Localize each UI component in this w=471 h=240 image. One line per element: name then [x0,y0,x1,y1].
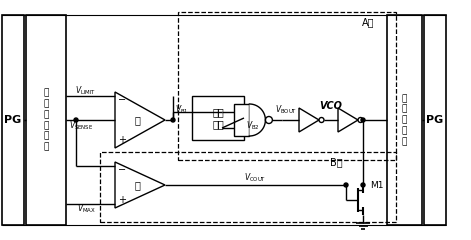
Text: 输
出
级
电
路: 输 出 级 电 路 [402,94,407,146]
Text: 乙: 乙 [135,180,140,190]
Polygon shape [338,108,358,132]
Text: M1: M1 [370,180,384,190]
Polygon shape [299,108,319,132]
Bar [234,104,250,136]
Text: VCO: VCO [319,101,342,111]
Text: $V_{\rm B1}$: $V_{\rm B1}$ [175,104,189,116]
Text: PG: PG [4,115,22,125]
Circle shape [361,183,365,187]
Text: PG: PG [426,115,444,125]
Bar [2,15,24,225]
Text: $V_{\rm B2}$: $V_{\rm B2}$ [246,120,260,132]
Circle shape [344,183,348,187]
Bar [100,152,396,222]
Text: 甲: 甲 [135,115,140,125]
Text: 电
流
感
应
电
路: 电 流 感 应 电 路 [43,89,49,151]
Polygon shape [250,104,265,136]
Text: +: + [118,195,126,205]
Text: A区: A区 [362,17,374,27]
Text: $V_{\rm LIMIT}$: $V_{\rm LIMIT}$ [75,85,97,97]
Text: $V_{\rm BOUT}$: $V_{\rm BOUT}$ [276,104,298,116]
Text: −: − [118,95,126,105]
Text: +: + [118,135,126,145]
Text: $V_{\rm MAX}$: $V_{\rm MAX}$ [76,203,96,215]
Circle shape [74,118,78,122]
Bar [192,96,244,140]
Text: −: − [118,165,126,175]
Text: 延时
电路: 延时 电路 [212,107,224,129]
Bar [26,15,66,225]
Text: B区: B区 [330,157,342,167]
Bar [387,15,422,225]
Polygon shape [115,162,165,208]
Circle shape [361,118,365,122]
Bar [178,12,396,160]
Text: $V_{\rm COUT}$: $V_{\rm COUT}$ [244,172,267,184]
Text: $V_{\rm SENSE}$: $V_{\rm SENSE}$ [69,120,93,132]
Polygon shape [115,92,165,148]
Circle shape [171,118,175,122]
Bar [424,15,446,225]
